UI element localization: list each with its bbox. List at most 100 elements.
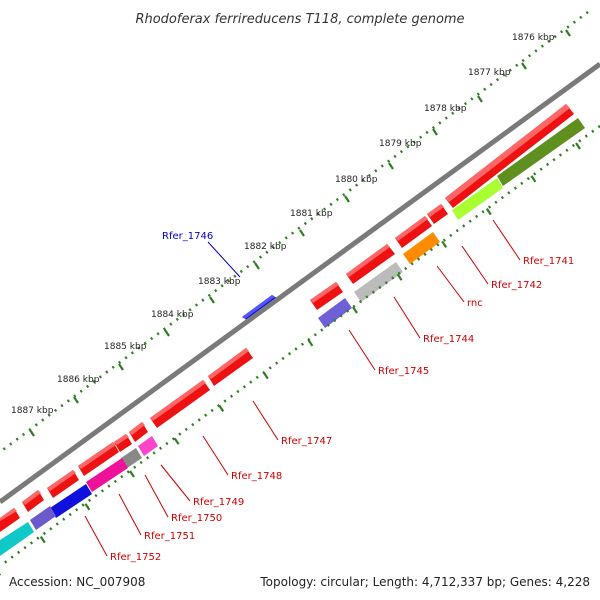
outer-tick-mark	[388, 162, 394, 170]
outer-tick-mark	[432, 128, 438, 136]
gene-label-rfer-1746[interactable]: Rfer_1746	[162, 231, 213, 242]
outer-scale-ticks	[29, 29, 571, 437]
annotation-magenta[interactable]	[86, 458, 128, 492]
genome-summary-text: Topology: circular; Length: 4,712,337 bp…	[259, 575, 590, 589]
map-title: Rhodoferax ferrireducens T118, complete …	[135, 12, 464, 27]
leader-line-rfer-1752	[84, 515, 108, 557]
annotation-track	[0, 118, 585, 556]
gene-small-c[interactable]	[114, 434, 132, 452]
annotation-cyan[interactable]	[0, 522, 34, 556]
inner-tick-mark	[129, 470, 135, 478]
gene-small-d[interactable]	[22, 490, 44, 512]
outer-tick-mark	[254, 262, 260, 270]
leader-line-rfer-1751	[118, 493, 142, 536]
scale-tick-label: 1884 kbp	[151, 310, 194, 320]
inner-tick-mark	[530, 175, 537, 183]
scale-tick-label: 1883 kbp	[198, 277, 241, 287]
scale-tick-label: 1880 kbp	[335, 175, 378, 185]
forward-strand-genes	[0, 104, 574, 532]
inner-tick-mark	[396, 273, 403, 281]
gene-rfer-1748-block[interactable]	[150, 380, 210, 428]
annotation-blue[interactable]	[50, 484, 92, 518]
annotation-orange[interactable]	[403, 232, 440, 264]
leader-line-rfer-1745	[348, 329, 376, 371]
annotation-pink[interactable]	[138, 436, 158, 456]
scale-tick-label: 1886 kbp	[57, 375, 100, 385]
outer-tick-mark	[73, 396, 79, 404]
gene-label-rfer-1749[interactable]: Rfer_1749	[193, 497, 244, 508]
leader-line-rnc	[436, 265, 465, 303]
inner-tick-mark	[575, 142, 581, 150]
leader-line-rfer-1744	[393, 296, 421, 339]
annotation-gray[interactable]	[354, 262, 403, 302]
annotation-lime[interactable]	[452, 178, 503, 220]
leader-line-rfer-1742	[461, 245, 489, 285]
gene-label-rnc[interactable]: rnc	[467, 298, 483, 309]
inner-tick-mark	[485, 207, 492, 216]
leader-line-rfer-1748	[202, 435, 229, 476]
scale-tick-label: 1876 kbp	[512, 33, 555, 43]
annotation-dark-gray[interactable]	[121, 448, 142, 468]
gene-label-rfer-1744[interactable]: Rfer_1744	[423, 334, 474, 345]
scale-tick-label: 1881 kbp	[290, 209, 333, 219]
gene-label-rfer-1741[interactable]: Rfer_1741	[523, 256, 574, 267]
scale-tick-label: 1879 kbp	[379, 139, 422, 149]
inner-tick-mark	[441, 240, 448, 249]
gene-label-rfer-1742[interactable]: Rfer_1742	[491, 280, 542, 291]
inner-tick-mark	[39, 535, 46, 544]
leader-line-rfer-1747	[252, 400, 279, 441]
inner-tick-mark	[84, 503, 91, 511]
outer-tick-mark	[29, 429, 35, 437]
gene-label-rfer-1745[interactable]: Rfer_1745	[378, 366, 429, 377]
scale-tick-label: 1878 kbp	[424, 104, 467, 114]
inner-tick-mark	[262, 371, 269, 380]
outer-scale-ring	[0, 10, 589, 454]
leader-line-rfer-1749	[160, 464, 191, 502]
inner-scale-ticks	[0, 142, 581, 576]
genome-backbone	[0, 61, 600, 505]
gene-rfer-1752-block[interactable]	[0, 508, 20, 532]
gene-rnc-block[interactable]	[346, 244, 395, 284]
outer-tick-mark	[209, 296, 215, 304]
leader-line-rfer-1750	[144, 474, 169, 518]
gene-rfer-1750-block[interactable]	[78, 442, 119, 476]
gene-small-b[interactable]	[129, 422, 148, 442]
outer-tick-mark	[565, 29, 571, 37]
inner-tick-mark	[218, 404, 225, 413]
scale-tick-label: 1887 kbp	[11, 406, 54, 416]
scale-tick-label: 1882 kbp	[244, 242, 287, 252]
inner-scale-ring	[0, 124, 600, 568]
gene-rfer-1751-block[interactable]	[47, 470, 79, 498]
gene-label-rfer-1750[interactable]: Rfer_1750	[171, 513, 222, 524]
leader-line-rfer-1746	[207, 241, 241, 278]
gene-label-rfer-1752[interactable]: Rfer_1752	[110, 552, 161, 563]
annotation-lavender[interactable]	[318, 298, 352, 328]
leader-line-rfer-1741	[492, 219, 521, 261]
gene-label-rfer-1748[interactable]: Rfer_1748	[231, 471, 282, 482]
accession-text: Accession: NC_007908	[9, 575, 145, 589]
outer-tick-mark	[344, 195, 350, 203]
gene-label-rfer-1751[interactable]: Rfer_1751	[144, 531, 195, 542]
inner-tick-mark	[352, 306, 358, 314]
inner-tick-mark	[307, 339, 314, 347]
gene-label-rfer-1747[interactable]: Rfer_1747	[281, 436, 332, 447]
scale-tick-labels: 1876 kbp 1877 kbp 1878 kbp 1879 kbp 1880 kbp…	[11, 33, 555, 416]
inner-tick-mark	[173, 437, 180, 445]
gene-rfer-1745-block[interactable]	[310, 282, 343, 310]
scale-tick-label: 1885 kbp	[104, 342, 147, 352]
outer-tick-mark	[477, 95, 483, 103]
annotation-olive[interactable]	[497, 118, 585, 186]
outer-tick-mark	[521, 62, 527, 70]
gene-rfer-1742-block[interactable]	[395, 216, 432, 248]
outer-tick-mark	[299, 229, 305, 237]
gene-rfer-1747-block[interactable]	[208, 348, 253, 386]
scale-tick-label: 1877 kbp	[468, 68, 511, 78]
annotation-slate[interactable]	[30, 506, 56, 530]
outer-tick-mark	[118, 363, 124, 371]
gene-rfer-1741-block[interactable]	[445, 104, 574, 208]
outer-tick-mark	[164, 329, 170, 337]
gene-small-a[interactable]	[427, 204, 448, 224]
